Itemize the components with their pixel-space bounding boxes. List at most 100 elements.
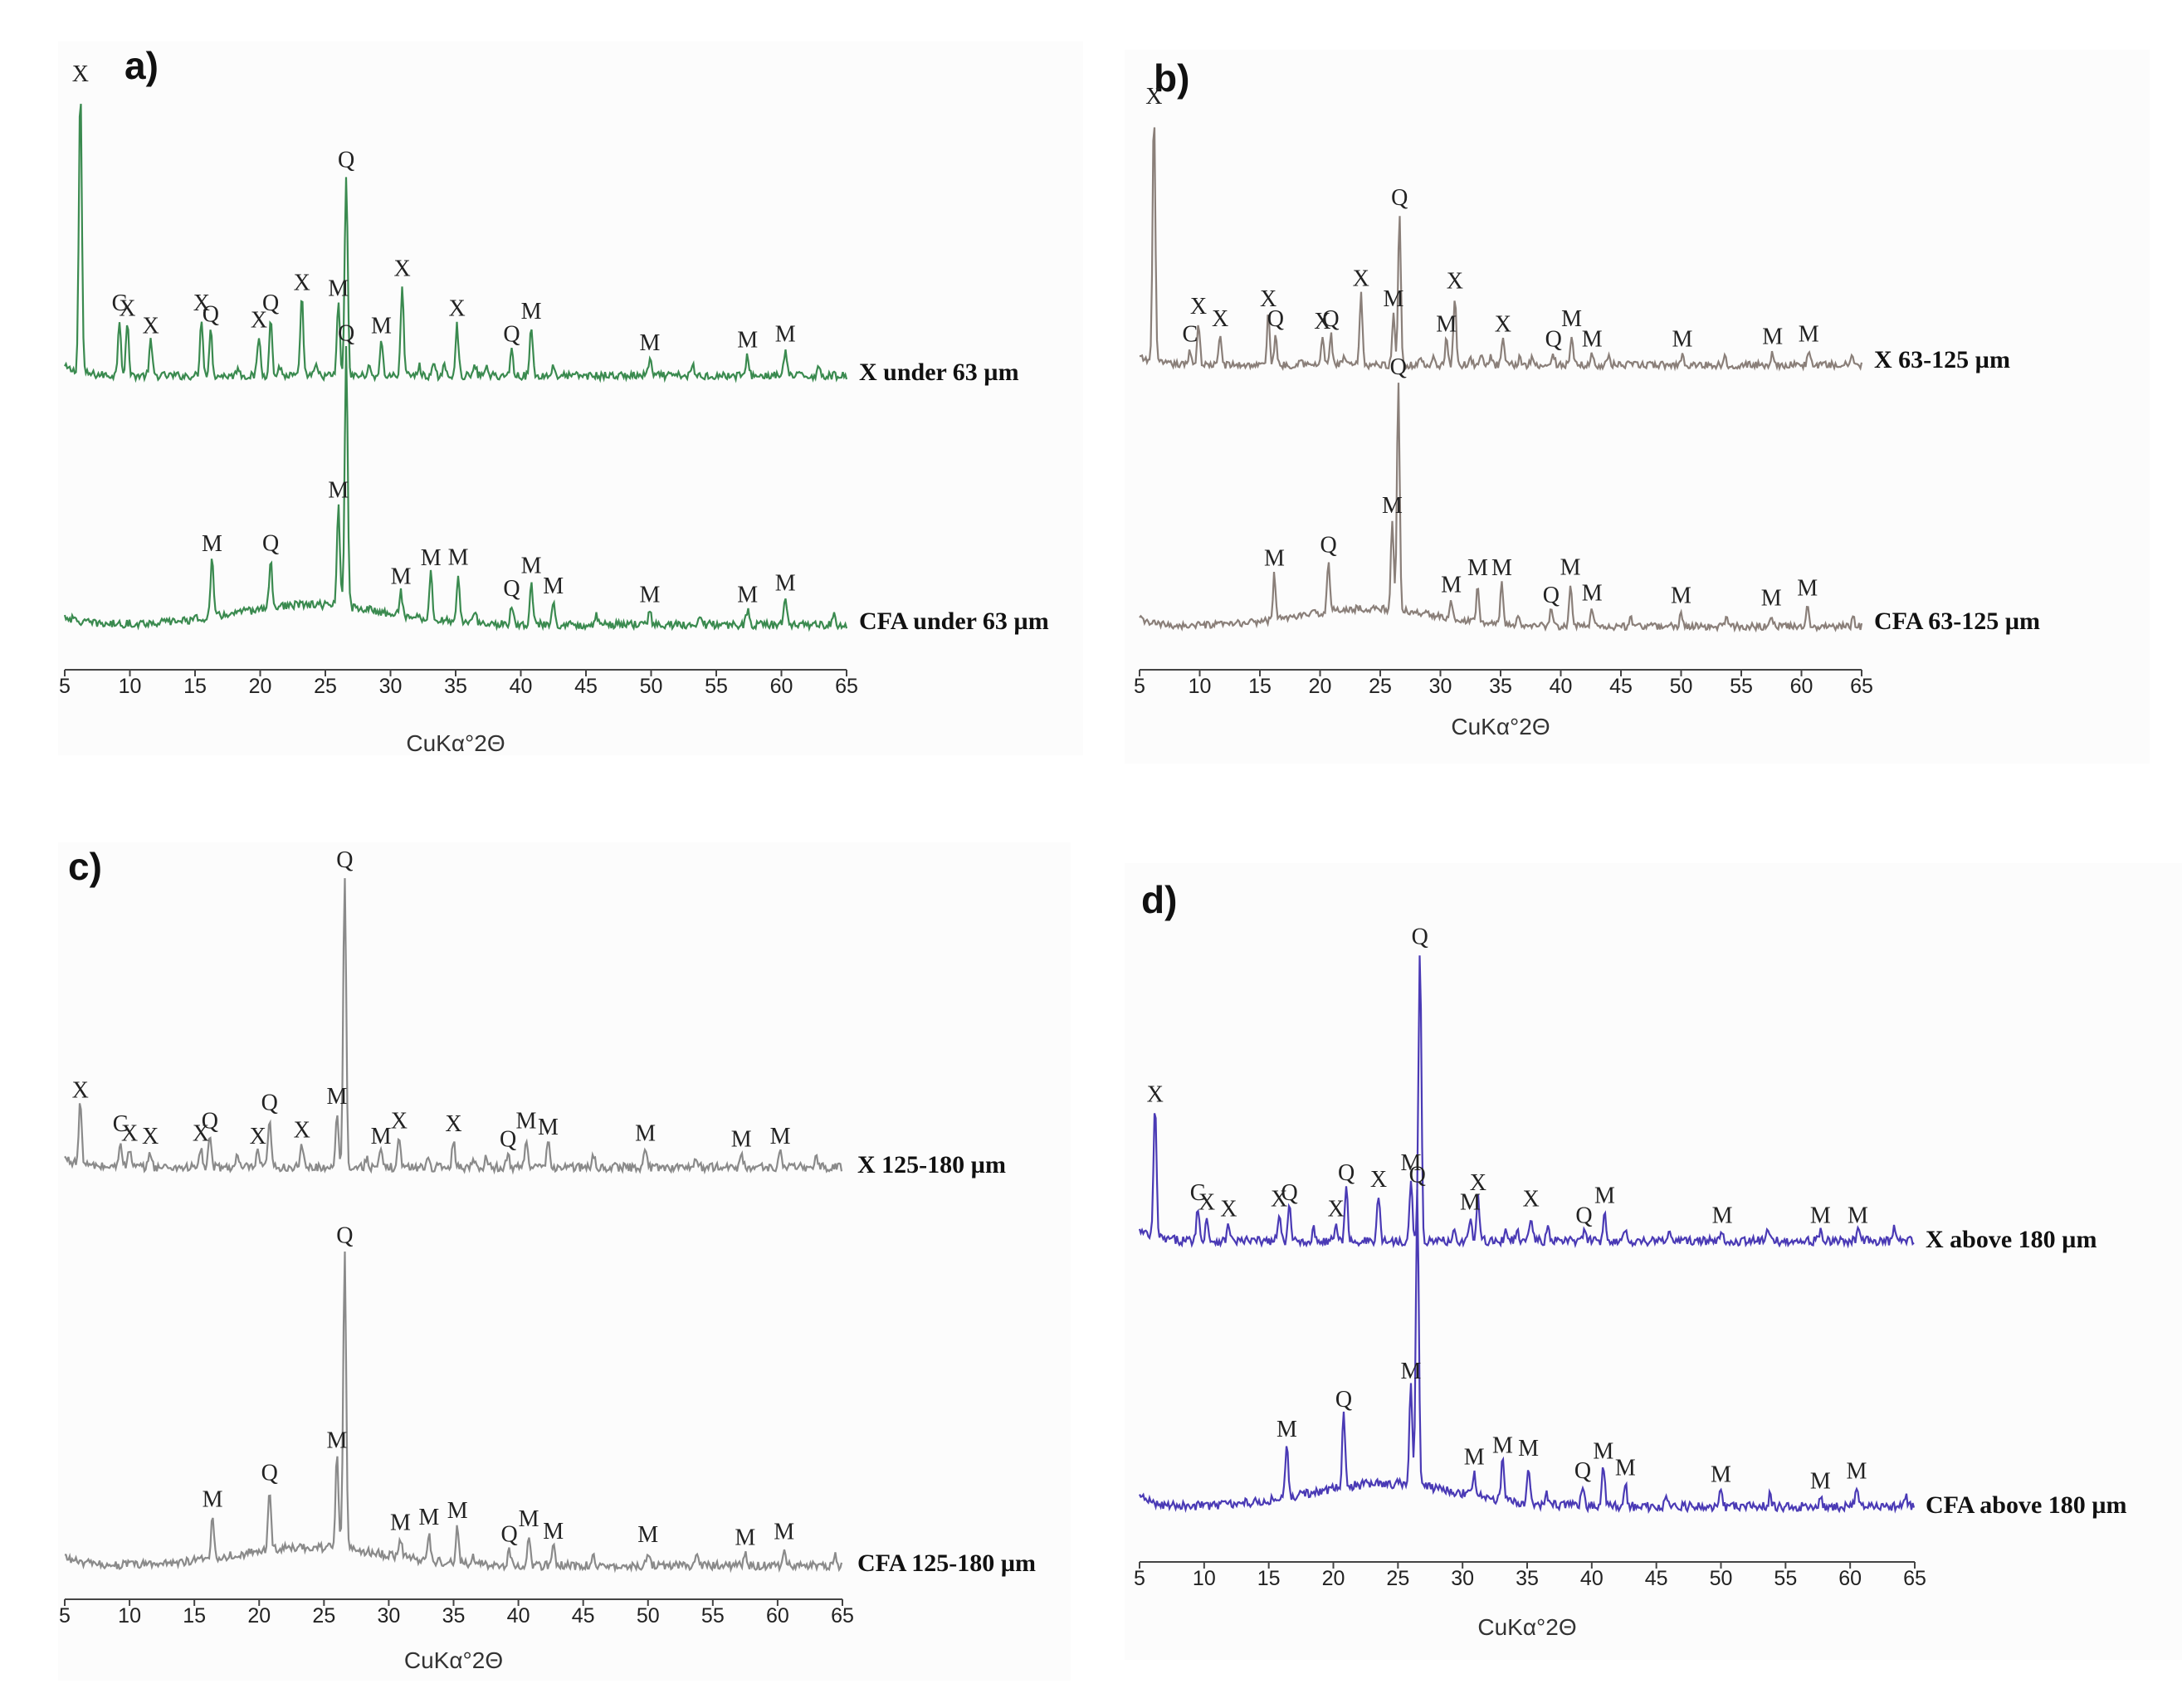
- peak-label: M: [1810, 1468, 1831, 1494]
- peak-label: X: [250, 1124, 266, 1149]
- series-name: CFA 125-180 µm: [857, 1549, 1036, 1577]
- peak-label: M: [1561, 306, 1582, 332]
- x-tick-label: 30: [1429, 675, 1452, 698]
- panel-letter: c): [68, 845, 102, 888]
- peak-label: M: [1761, 586, 1782, 612]
- x-tick-label: 60: [770, 675, 793, 698]
- peak-label: X: [1260, 286, 1276, 312]
- peak-label: Q: [261, 1461, 278, 1486]
- peak-label: M: [735, 1525, 755, 1551]
- peak-label: Q: [203, 302, 219, 328]
- peak-label: M: [639, 330, 660, 356]
- x-tick-label: 20: [249, 675, 272, 698]
- x-tick-label: 20: [1322, 1567, 1345, 1590]
- peak-label: M: [731, 1127, 752, 1153]
- peak-label: M: [203, 1487, 223, 1513]
- peak-label: M: [1383, 286, 1403, 312]
- peak-label: M: [1810, 1203, 1831, 1228]
- peak-label: M: [202, 531, 222, 557]
- peak-label: M: [639, 582, 660, 608]
- peak-label: Q: [1390, 354, 1407, 380]
- x-tick-label: 5: [1134, 675, 1145, 698]
- series-name: CFA under 63 µm: [859, 608, 1049, 635]
- series-line: [64, 878, 843, 1175]
- peak-label: M: [1582, 580, 1603, 606]
- peak-label: M: [390, 1510, 411, 1536]
- x-tick-label: 25: [314, 675, 337, 698]
- series-name: X 125-180 µm: [857, 1151, 1006, 1179]
- peak-label: X: [1353, 266, 1369, 291]
- peak-label: Q: [1281, 1180, 1297, 1206]
- peak-label: Q: [1335, 1387, 1352, 1413]
- peak-label: Q: [262, 531, 279, 557]
- x-tick-label: 25: [1369, 675, 1392, 698]
- peak-label: M: [1671, 583, 1691, 608]
- peak-label: M: [543, 1519, 564, 1545]
- peak-label: X: [143, 313, 159, 339]
- peak-label: M: [1582, 327, 1603, 353]
- peak-label: M: [1441, 572, 1462, 598]
- peak-label: M: [421, 545, 442, 571]
- x-tick-label: 65: [831, 1604, 854, 1627]
- peak-label: Q: [338, 147, 354, 173]
- series-line: [64, 1251, 843, 1574]
- x-axis-title: CuKα°2Θ: [1477, 1614, 1576, 1640]
- x-axis-title: CuKα°2Θ: [406, 730, 505, 756]
- x-tick-label: 20: [247, 1604, 271, 1627]
- peak-label: M: [418, 1505, 439, 1530]
- series-line: [1138, 955, 1915, 1249]
- x-tick-label: 15: [1248, 675, 1272, 698]
- x-tick-label: 50: [1710, 1567, 1733, 1590]
- x-tick-label: 10: [118, 1604, 141, 1627]
- peak-label: X: [1212, 306, 1228, 332]
- x-tick-label: 35: [1516, 1567, 1539, 1590]
- peak-label: X: [1314, 309, 1330, 334]
- series-line: [1139, 383, 1863, 633]
- x-tick-label: 55: [1730, 675, 1753, 698]
- peak-label: Q: [500, 1127, 516, 1153]
- peak-label: M: [1762, 325, 1783, 350]
- x-tick-label: 15: [183, 1604, 206, 1627]
- peak-label: M: [328, 477, 349, 503]
- x-tick-label: 5: [59, 1604, 71, 1627]
- peak-label: Q: [1338, 1160, 1355, 1186]
- peak-label: M: [1560, 555, 1581, 581]
- peak-label: M: [1436, 311, 1457, 337]
- peak-label: C: [112, 290, 128, 316]
- peak-label: M: [1276, 1417, 1297, 1442]
- x-tick-label: 55: [1774, 1567, 1797, 1590]
- peak-label: M: [326, 1084, 347, 1110]
- peak-label: X: [448, 296, 465, 322]
- peak-label: M: [1799, 321, 1819, 347]
- x-tick-label: 55: [705, 675, 728, 698]
- peak-label: M: [1797, 575, 1818, 601]
- x-tick-label: 30: [379, 675, 403, 698]
- panel-a: a)5 10 15 20 25 30 35 40 45 50 55 60 65CuKα°2ΘXCXXXQ…: [58, 41, 1083, 756]
- x-tick-label: 25: [312, 1604, 335, 1627]
- panel-letter: b): [1154, 56, 1189, 100]
- peak-label: M: [1382, 493, 1403, 519]
- peak-label: M: [538, 1115, 559, 1140]
- peak-label: Q: [261, 1090, 278, 1115]
- peak-label: Q: [1267, 306, 1284, 332]
- peak-label: Q: [1575, 1203, 1592, 1228]
- series-line: [63, 345, 848, 632]
- x-tick-label: 45: [1609, 675, 1633, 698]
- x-axis-title: CuKα°2Θ: [1451, 714, 1550, 739]
- peak-label: X: [1370, 1167, 1387, 1193]
- peak-label: X: [1523, 1187, 1540, 1213]
- x-tick-label: 40: [507, 1604, 530, 1627]
- panel-letter: d): [1141, 878, 1177, 921]
- peak-label: M: [637, 1522, 658, 1548]
- peak-label: M: [1467, 555, 1488, 581]
- peak-label: M: [1264, 546, 1285, 572]
- peak-label: Q: [336, 847, 353, 873]
- x-tick-label: 65: [1903, 1567, 1926, 1590]
- peak-label: M: [1460, 1190, 1481, 1216]
- peak-label: X: [1147, 1081, 1164, 1107]
- peak-label: M: [635, 1120, 656, 1146]
- peak-label: M: [737, 328, 758, 354]
